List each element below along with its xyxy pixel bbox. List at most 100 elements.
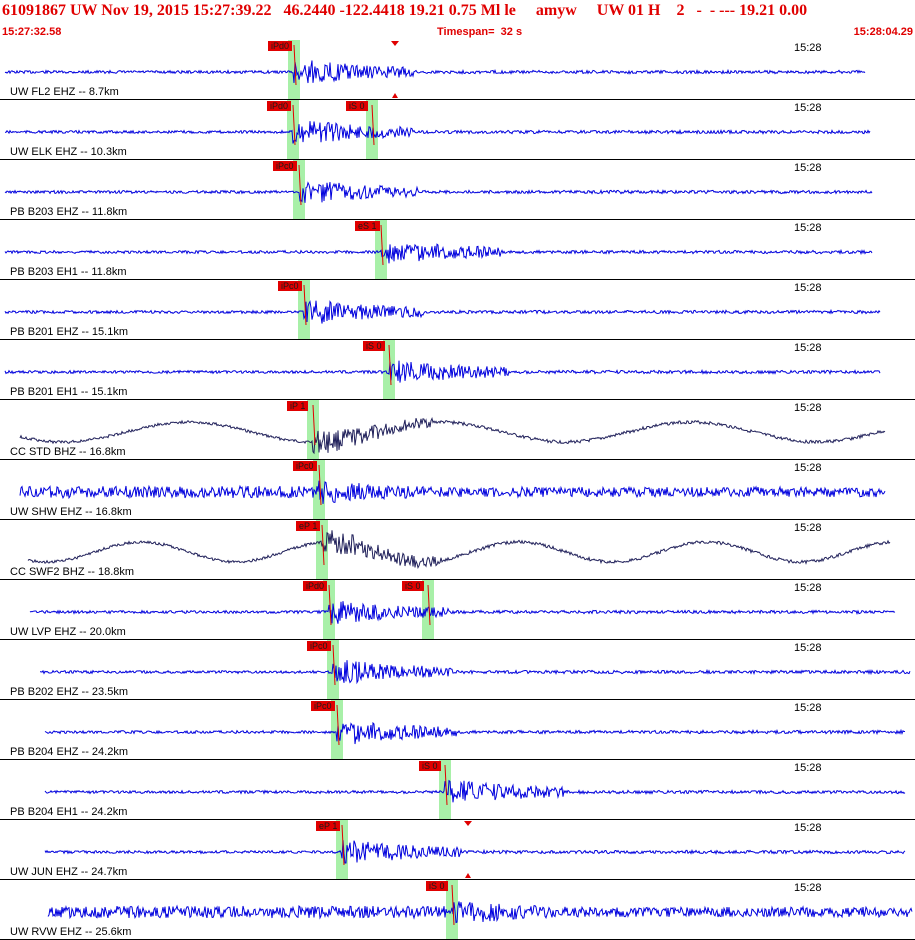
pick-window bbox=[327, 640, 339, 700]
station-label: UW SHW EHZ -- 16.8km bbox=[10, 506, 132, 518]
pick-tag[interactable]: iS 0 bbox=[363, 341, 385, 351]
trace-panel[interactable]: iS 0 15:28 PB B204 EH1 -- 24.2km bbox=[0, 760, 915, 820]
pick-line bbox=[303, 284, 307, 326]
waveform-canvas bbox=[0, 820, 915, 880]
pick-tag[interactable]: iPd0 bbox=[268, 41, 293, 51]
trace-panel[interactable]: iPc0 15:28 PB B201 EHZ -- 15.1km bbox=[0, 280, 915, 340]
pick-window bbox=[288, 40, 300, 100]
panel-time: 15:28 bbox=[794, 642, 822, 654]
pick-tag[interactable]: iS 0 bbox=[426, 881, 448, 891]
station-label: UW ELK EHZ -- 10.3km bbox=[10, 146, 127, 158]
marker-triangle bbox=[391, 41, 399, 46]
waveform-canvas bbox=[0, 340, 915, 400]
pick-line bbox=[312, 404, 316, 446]
timespan: Timespan= 32 s bbox=[437, 26, 523, 38]
pick-line bbox=[318, 464, 322, 506]
pick-line bbox=[380, 224, 384, 266]
pick-tag[interactable]: iS 0 bbox=[419, 761, 441, 771]
trace-panel[interactable]: iPc0 15:28 PB B203 EHZ -- 11.8km bbox=[0, 160, 915, 220]
trace-panel[interactable]: iPd0 15:28 UW FL2 EHZ -- 8.7km bbox=[0, 40, 915, 100]
trace-panel[interactable]: eP 1 15:28 UW JUN EHZ -- 24.7km bbox=[0, 820, 915, 880]
trace-panel[interactable]: iPc0 15:28 PB B202 EHZ -- 23.5km bbox=[0, 640, 915, 700]
station-label: CC SWF2 BHZ -- 18.8km bbox=[10, 566, 135, 578]
marker-triangle bbox=[465, 873, 471, 878]
station-label: PB B203 EHZ -- 11.8km bbox=[10, 206, 128, 218]
pick-line bbox=[321, 524, 325, 566]
panel-time: 15:28 bbox=[794, 522, 822, 534]
pick-tag[interactable]: eP 1 bbox=[296, 521, 321, 531]
waveform-trace bbox=[4, 60, 866, 84]
panel-time: 15:28 bbox=[794, 282, 822, 294]
trace-panel[interactable]: iPd0 iS 0 15:28 UW LVP EHZ -- 20.0km bbox=[0, 580, 915, 640]
station-label: PB B201 EHZ -- 15.1km bbox=[10, 326, 128, 338]
pick-tag[interactable]: iS 0 bbox=[346, 101, 368, 111]
waveform-canvas bbox=[0, 760, 915, 820]
pick-line bbox=[328, 584, 332, 626]
pick-line bbox=[451, 884, 455, 926]
pick-tag[interactable]: eP 1 bbox=[316, 821, 341, 831]
event-summary: 61091867 UW Nov 19, 2015 15:27:39.22 46.… bbox=[2, 2, 808, 19]
trace-panel[interactable]: iS 0 15:28 UW RVW EHZ -- 25.6km bbox=[0, 880, 915, 940]
panel-time: 15:28 bbox=[794, 342, 822, 354]
pick-tag[interactable]: iPd0 bbox=[303, 581, 328, 591]
waveform-trace bbox=[27, 530, 891, 570]
waveform-trace bbox=[4, 300, 881, 324]
waveform-trace bbox=[47, 901, 913, 924]
pick-window bbox=[422, 580, 434, 640]
waveform-trace bbox=[40, 660, 911, 685]
pick-tag[interactable]: iPc0 bbox=[278, 281, 302, 291]
pick-tag[interactable]: iPc0 bbox=[273, 161, 297, 171]
pick-tag[interactable]: iP 1 bbox=[287, 401, 309, 411]
marker-triangle bbox=[392, 93, 398, 98]
station-label: UW RVW EHZ -- 25.6km bbox=[10, 926, 132, 938]
trace-panel[interactable]: iS 0 15:28 PB B201 EH1 -- 15.1km bbox=[0, 340, 915, 400]
trace-panel[interactable]: iPc0 15:28 UW SHW EHZ -- 16.8km bbox=[0, 460, 915, 520]
station-label: CC STD BHZ -- 16.8km bbox=[10, 446, 126, 458]
pick-window bbox=[313, 460, 325, 520]
waveform-trace bbox=[19, 480, 886, 504]
waveform-trace bbox=[44, 721, 906, 745]
waveform-canvas bbox=[0, 40, 915, 100]
pick-window bbox=[439, 760, 451, 820]
waveform-trace bbox=[4, 360, 881, 383]
pick-tag[interactable]: eS 1 bbox=[355, 221, 380, 231]
waveform-canvas bbox=[0, 100, 915, 160]
station-label: PB B204 EHZ -- 24.2km bbox=[10, 746, 128, 758]
trace-panel[interactable]: iPc0 15:28 PB B204 EHZ -- 24.2km bbox=[0, 700, 915, 760]
pick-line bbox=[427, 584, 431, 626]
pick-line bbox=[292, 104, 296, 146]
trace-panel[interactable]: eP 1 15:28 CC SWF2 BHZ -- 18.8km bbox=[0, 520, 915, 580]
trace-panel[interactable]: iP 1 15:28 CC STD BHZ -- 16.8km bbox=[0, 400, 915, 460]
pick-line bbox=[293, 44, 297, 86]
panel-time: 15:28 bbox=[794, 222, 822, 234]
start-time: 15:27:32.58 bbox=[2, 26, 62, 38]
pick-window bbox=[316, 520, 328, 580]
panel-time: 15:28 bbox=[794, 102, 822, 114]
trace-panel[interactable]: eS 1 15:28 PB B203 EH1 -- 11.8km bbox=[0, 220, 915, 280]
waveform-canvas bbox=[0, 280, 915, 340]
pick-tag[interactable]: iPc0 bbox=[307, 641, 331, 651]
pick-tag[interactable]: iPd0 bbox=[267, 101, 292, 111]
trace-panel[interactable]: iPd0 iS 0 15:28 UW ELK EHZ -- 10.3km bbox=[0, 100, 915, 160]
pick-window bbox=[293, 160, 305, 220]
panel-time: 15:28 bbox=[794, 582, 822, 594]
pick-window bbox=[331, 700, 343, 760]
waveform-canvas bbox=[0, 220, 915, 280]
pick-tag[interactable]: iPc0 bbox=[293, 461, 317, 471]
station-label: PB B202 EHZ -- 23.5km bbox=[10, 686, 128, 698]
waveform-trace bbox=[44, 779, 906, 803]
pick-tag[interactable]: iPc0 bbox=[311, 701, 335, 711]
waveform-trace bbox=[29, 601, 896, 624]
station-label: UW FL2 EHZ -- 8.7km bbox=[10, 86, 119, 98]
waveform-canvas bbox=[0, 520, 915, 580]
station-label: UW LVP EHZ -- 20.0km bbox=[10, 626, 126, 638]
pick-line bbox=[444, 764, 448, 806]
panel-time: 15:28 bbox=[794, 42, 822, 54]
pick-tag[interactable]: iS 0 bbox=[402, 581, 424, 591]
panel-time: 15:28 bbox=[794, 882, 822, 894]
waveform-trace bbox=[44, 840, 906, 864]
panel-time: 15:28 bbox=[794, 462, 822, 474]
pick-line bbox=[298, 164, 302, 206]
station-label: UW JUN EHZ -- 24.7km bbox=[10, 866, 128, 878]
marker-triangle bbox=[464, 821, 472, 826]
